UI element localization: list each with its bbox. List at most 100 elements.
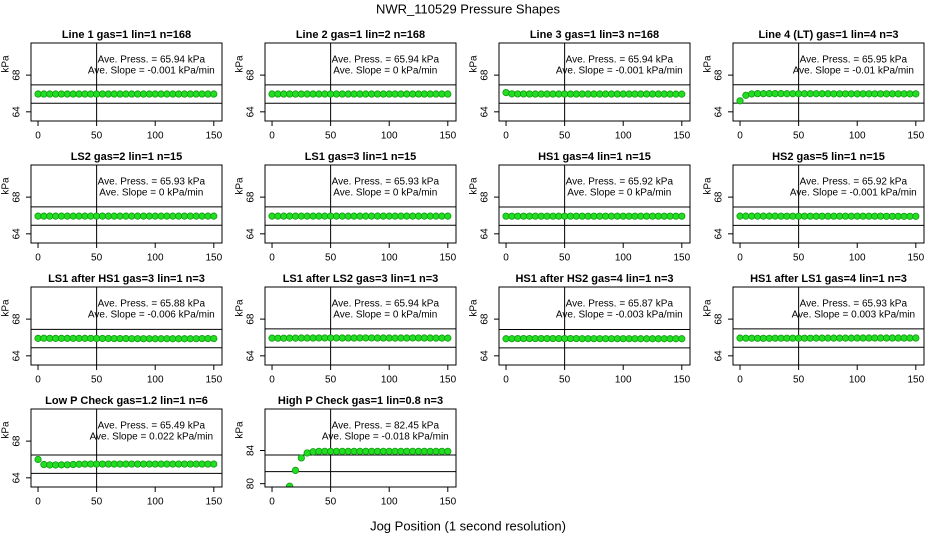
data-point — [338, 447, 346, 455]
data-point — [63, 461, 71, 469]
data-point — [315, 90, 323, 98]
data-point — [561, 212, 569, 220]
data-point — [169, 90, 177, 98]
plot-frame — [732, 286, 925, 366]
x-tick-label: 100 — [147, 497, 164, 508]
data-point — [414, 212, 423, 220]
data-point — [303, 212, 311, 220]
x-tick-label: 100 — [147, 253, 164, 264]
data-point — [110, 460, 118, 468]
data-point — [847, 212, 855, 220]
x-tick-label: 150 — [907, 131, 924, 142]
x-tick-label: 100 — [849, 131, 866, 142]
data-point — [525, 212, 534, 220]
data-point — [69, 90, 77, 98]
plot-area — [31, 409, 222, 487]
data-point — [198, 460, 206, 468]
annotation: Ave. Press. = 65.49 kPa — [98, 421, 206, 432]
x-tick-label: 150 — [673, 131, 690, 142]
y-tick-label: 64 — [12, 472, 23, 484]
data-point — [204, 460, 212, 468]
plot-frame — [498, 286, 691, 366]
panel-title: Line 2 gas=1 lin=2 n=168 — [296, 29, 425, 41]
data-point — [391, 212, 399, 220]
y-tick-label: 64 — [246, 106, 257, 118]
data-point — [134, 335, 142, 343]
data-point — [134, 212, 142, 220]
y-tick-label: 68 — [480, 69, 491, 81]
data-point — [34, 334, 42, 342]
data-point — [409, 90, 417, 98]
x-tick-label: 100 — [615, 375, 632, 386]
data-point — [356, 447, 364, 455]
data-point — [783, 90, 791, 98]
x-tick-label: 0 — [737, 253, 743, 264]
data-point — [356, 212, 364, 220]
data-point — [332, 447, 341, 455]
data-point — [648, 90, 657, 98]
data-point — [508, 212, 516, 220]
data-point — [847, 90, 855, 98]
data-point — [204, 90, 212, 98]
data-point — [654, 90, 662, 98]
data-point — [648, 335, 657, 343]
data-point — [906, 334, 914, 342]
data-point — [859, 212, 867, 220]
y-axis-title: kPa — [1, 299, 12, 317]
data-point — [502, 335, 510, 343]
x-tick-label: 150 — [439, 131, 456, 142]
data-point — [537, 334, 545, 343]
x-tick-label: 0 — [503, 253, 509, 264]
data-point — [291, 90, 300, 98]
data-point — [678, 335, 686, 343]
data-point — [432, 447, 440, 455]
x-tick-label: 0 — [737, 375, 743, 386]
data-point — [403, 90, 411, 98]
data-point — [426, 447, 434, 455]
data-point — [520, 212, 528, 220]
data-point — [192, 460, 200, 468]
data-point — [619, 90, 627, 98]
data-point — [830, 334, 838, 342]
data-point — [853, 212, 861, 220]
panel-title: LS2 gas=2 lin=1 n=15 — [71, 151, 183, 163]
plot-area — [499, 287, 690, 365]
data-point — [894, 334, 902, 342]
data-point — [672, 212, 680, 220]
data-point — [145, 460, 153, 468]
data-point — [192, 212, 200, 220]
data-point — [309, 448, 317, 456]
plot-frame — [264, 42, 457, 122]
data-point — [795, 334, 803, 342]
data-point — [666, 212, 674, 220]
x-tick-label: 150 — [439, 497, 456, 508]
x-tick-label: 0 — [269, 131, 275, 142]
y-axis-title: kPa — [235, 421, 246, 439]
data-point — [344, 447, 352, 455]
data-point — [836, 212, 844, 220]
data-point — [771, 90, 779, 98]
panel: Line 4 (LT) gas=1 lin=4 n=3 0 50 100 150 64 68… — [703, 29, 925, 142]
data-point — [584, 212, 592, 220]
data-point — [204, 212, 212, 220]
plot-area — [31, 287, 222, 365]
data-point — [607, 212, 616, 220]
y-tick-label: 64 — [480, 106, 491, 118]
x-tick-label: 100 — [615, 253, 632, 264]
data-point — [660, 90, 668, 98]
data-point — [128, 335, 136, 343]
x-tick-label: 0 — [35, 375, 41, 386]
data-point — [175, 90, 183, 98]
data-point — [409, 447, 417, 455]
panel-title: LS1 gas=3 lin=1 n=15 — [305, 151, 417, 163]
data-point — [373, 90, 382, 98]
data-point — [432, 334, 440, 342]
data-point — [806, 212, 814, 220]
x-axis-title: Jog Position (1 second resolution) — [370, 518, 566, 533]
data-point — [549, 90, 557, 98]
y-tick-label: 68 — [714, 313, 725, 325]
data-point — [81, 212, 89, 220]
x-tick-label: 150 — [205, 375, 222, 386]
data-point — [116, 334, 124, 343]
